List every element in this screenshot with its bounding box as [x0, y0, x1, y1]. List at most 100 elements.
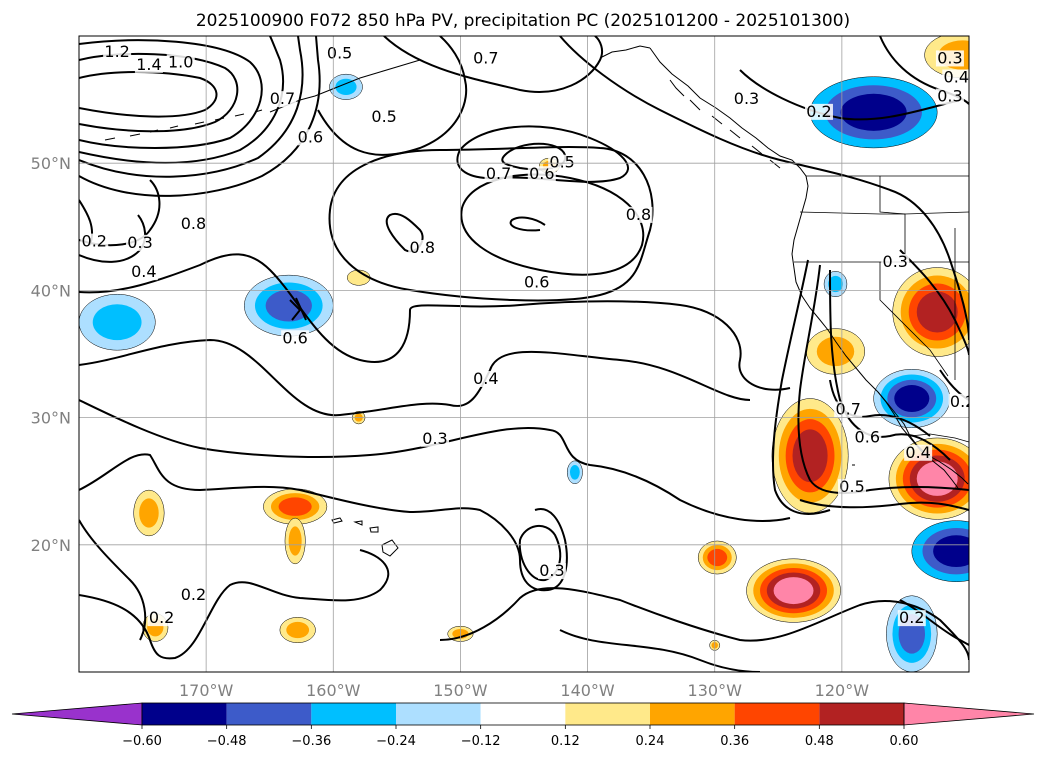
lon-tick-label: 150°W: [433, 681, 488, 700]
precip-patch-14-level-1: [335, 78, 357, 96]
precip-patch-10: [806, 328, 865, 375]
precip-patch-6-level-3: [792, 429, 828, 483]
contour-label: 0.3: [422, 429, 447, 448]
contour-0.5-east: [797, 264, 969, 494]
colorbar-tick-label: 0.48: [805, 734, 834, 749]
colorbar-segment: [819, 703, 904, 725]
contour-label: 0.2: [950, 392, 975, 411]
coastline-alaska-gulf: [599, 45, 651, 59]
contour-label-bg: [129, 264, 158, 281]
lon-tick-label: 170°W: [179, 681, 234, 700]
graticule-grid: [79, 36, 969, 672]
contour-label-bg: [935, 88, 964, 105]
contour-0.5-middle: [79, 253, 791, 391]
precip-patch-15-level-1: [139, 498, 159, 528]
state-border-ca-nv: [879, 262, 949, 377]
latitude-tick-labels: 20°N 30°N 40°N 50°N: [31, 154, 71, 555]
coastline-north-america: [649, 47, 917, 445]
contour-label: 0.7: [835, 400, 860, 419]
contour-0.2-east: [559, 629, 761, 672]
precip-patch-17-level-1: [288, 526, 302, 556]
colorbar-segment: [142, 703, 227, 725]
colorbar-frame: [141, 702, 905, 726]
precip-patch-6: [771, 398, 849, 514]
contour-label: 0.5: [549, 153, 574, 172]
contour-label: 0.3: [937, 48, 962, 67]
colorbar-segment: [396, 703, 481, 725]
contour-label: 0.5: [327, 43, 352, 62]
colorbar-segment: [311, 703, 396, 725]
colorbar: −0.60 −0.48 −0.36 −0.24 −0.12 0.12 0.24 0.36 0.4…: [11, 702, 1035, 749]
contour-label: 0.5: [839, 477, 864, 496]
precip-patch-7-level-4: [773, 577, 814, 605]
precip-patch-13-level-1: [92, 304, 142, 341]
precip-patch-18-level-1: [286, 621, 310, 639]
precip-patch-15: [133, 489, 165, 537]
contour-0.7-loop: [509, 216, 546, 232]
contour-label: 0.7: [486, 164, 511, 183]
contour-label-bg: [281, 330, 310, 347]
precip-patch-16: [263, 488, 328, 525]
contour-0.3-middle: [79, 399, 791, 522]
lat-tick-label: 20°N: [31, 536, 71, 555]
contour-label: 0.2: [82, 232, 107, 251]
lat-tick-label: 30°N: [31, 409, 71, 428]
precip-patch-12-level-2: [265, 289, 312, 322]
contour-0.8-central: [460, 173, 645, 276]
chart-title: 2025100900 F072 850 hPa PV, precipitatio…: [196, 11, 850, 31]
precip-patch-5-level-2: [933, 535, 969, 568]
precip-patch-2-level-3: [916, 291, 958, 333]
lat-tick-label: 50°N: [31, 154, 71, 173]
contour-label: 0.6: [855, 427, 880, 446]
contour-label: 0.3: [734, 89, 759, 108]
contour-label: 1.0: [168, 52, 193, 71]
colorbar-segment: [226, 703, 312, 725]
contour-label: 0.6: [282, 328, 307, 347]
colorbar-tick-label: 0.36: [720, 734, 749, 749]
hawaii-islands: [331, 517, 399, 557]
precip-patch-11-level-1: [828, 275, 843, 293]
contour-0.2-west-south: [79, 519, 147, 641]
contour-label-bg: [80, 233, 109, 250]
contour-label: 0.4: [905, 443, 930, 462]
contour-label: 0.3: [127, 233, 152, 252]
precip-patch-8: [697, 540, 737, 575]
colorbar-tick-label: 0.24: [636, 734, 665, 749]
contour-label-bg: [147, 610, 176, 627]
contour-1.2: [79, 52, 239, 133]
colorbar-segment: [734, 703, 820, 725]
contour-0.6-east: [829, 269, 951, 461]
lon-tick-label: 120°W: [815, 681, 870, 700]
contour-label-bg: [166, 54, 195, 71]
contour-0.2-south: [79, 549, 390, 660]
lon-tick-label: 140°W: [560, 681, 615, 700]
contour-label-bg: [881, 253, 910, 270]
contour-label: 0.5: [371, 107, 396, 126]
contour-label: 0.2: [181, 585, 206, 604]
contour-0.6-north: [79, 36, 321, 197]
colorbar-segment: [565, 703, 650, 725]
british-columbia-islands: [669, 79, 781, 169]
contour-1.0: [79, 39, 263, 149]
precip-patch-14: [329, 73, 363, 100]
contour-label: 0.7: [270, 89, 295, 108]
precip-patch-10-level-1: [816, 336, 855, 367]
longitude-tick-labels: 170°W 160°W 150°W 140°W 130°W 120°W: [179, 681, 869, 700]
colorbar-tick-label: −0.36: [291, 734, 331, 749]
colorbar-tick-label: 0.12: [551, 734, 580, 749]
contour-0.4-east: [771, 259, 831, 515]
state-border-wa-or: [799, 211, 969, 215]
contour-0.3-south: [79, 453, 568, 592]
contour-label: 0.8: [181, 214, 206, 233]
colorbar-extend-high: [903, 702, 1035, 726]
contour-label-bg: [325, 45, 354, 62]
precip-patch-2: [892, 267, 969, 357]
precip-patch-8-level-2: [707, 548, 728, 567]
contour-label-bg: [268, 91, 297, 108]
contour-label-bg: [408, 239, 437, 256]
contour-label-bg: [948, 393, 969, 410]
contour-label: 0.4: [473, 369, 498, 388]
contour-0.3-east: [559, 36, 969, 341]
contour-label: 0.3: [539, 561, 564, 580]
